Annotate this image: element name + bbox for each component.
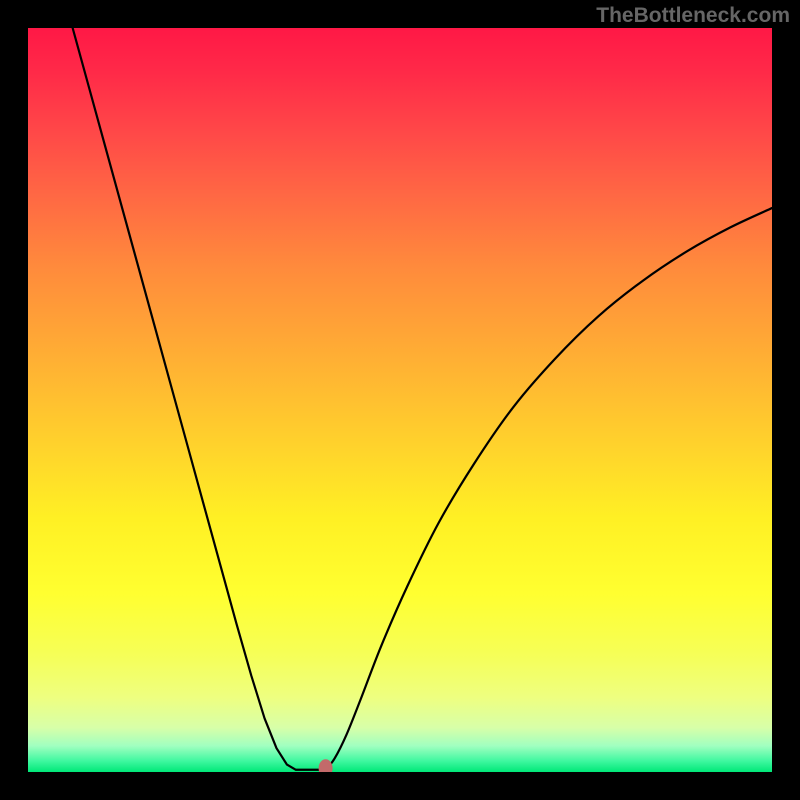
plot-area (28, 28, 772, 772)
gradient-rect (28, 28, 772, 772)
watermark-text: TheBottleneck.com (596, 4, 790, 28)
plot-svg (28, 28, 772, 772)
